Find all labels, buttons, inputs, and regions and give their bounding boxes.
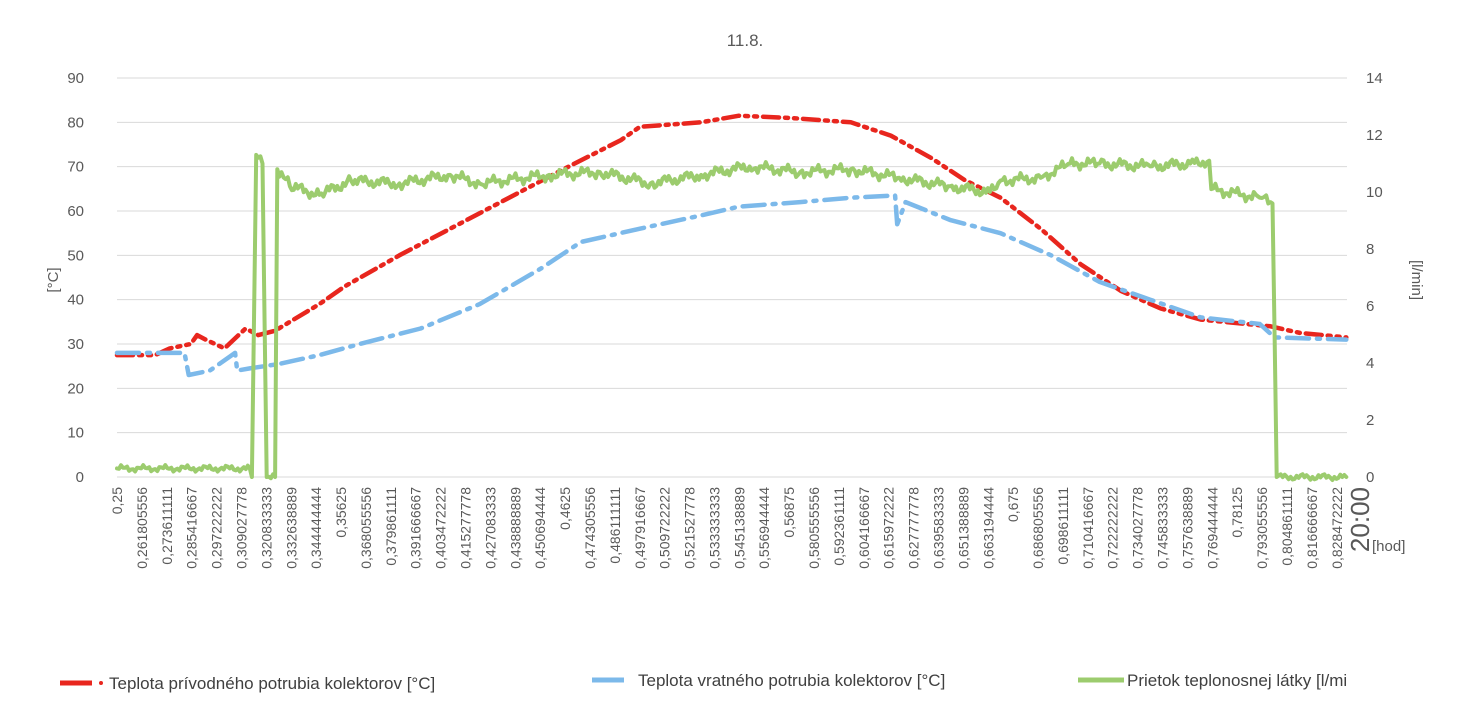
y-tick-label-left: 70: [67, 159, 84, 176]
y-tick-label-right: 12: [1366, 127, 1383, 144]
x-tick-label: 0,580555556: [806, 487, 822, 569]
x-tick-label: 0,332638889: [283, 487, 299, 569]
y-tick-label-left: 80: [67, 114, 84, 131]
x-tick-label: 0,391666667: [408, 487, 424, 569]
y-tick-label-left: 50: [67, 247, 84, 264]
legend-label-flow: Prietok teplonosnej látky [l/mi: [1127, 671, 1347, 690]
legend-item-flow: Prietok teplonosnej látky [l/mi: [1078, 671, 1347, 690]
x-tick-label: 0,273611111: [159, 487, 175, 565]
x-tick-label: 0,379861111: [383, 487, 399, 566]
gridlines: [117, 77, 1347, 478]
x-tick-label: 0,78125: [1229, 487, 1245, 538]
y-tick-label-right: 0: [1366, 469, 1374, 486]
left-axis-ticks: 0 10 20 30 40 50 60 70 80 90: [67, 70, 84, 486]
y-tick-label-left: 0: [76, 469, 84, 486]
x-tick-label: 0,521527778: [682, 487, 698, 569]
x-tick-label: 0,804861111: [1279, 487, 1295, 566]
y-tick-label-right: 14: [1366, 70, 1383, 87]
y-tick-label-left: 20: [67, 380, 84, 397]
x-tick-label: 0,828472222: [1329, 487, 1345, 569]
x-tick-label: 0,545138889: [731, 487, 747, 569]
y-tick-label-left: 30: [67, 336, 84, 353]
x-tick-label: 0,25: [109, 487, 125, 514]
series-supply-temp: [114, 113, 1349, 358]
x-tick-label: 0,663194444: [980, 487, 996, 569]
series-return-temp: [114, 193, 1349, 378]
x-tick-label: 0,344444444: [308, 487, 324, 569]
x-axis-ticks: 0,25 0,261805556 0,273611111 0,285416667 0,2…: [109, 487, 1375, 569]
x-tick-label: 0,297222222: [209, 487, 225, 569]
x-tick-label: 0,533333333: [706, 487, 722, 569]
y-tick-label-right: 4: [1366, 355, 1374, 372]
x-tick-label: 0,4625: [557, 487, 573, 530]
x-tick-label: 0,604166667: [856, 487, 872, 569]
x-tick-label: 0,698611111: [1055, 487, 1071, 565]
x-tick-label: 0,438888889: [507, 487, 523, 569]
x-tick-label: 0,757638889: [1179, 487, 1195, 569]
series-flow: [115, 152, 1349, 482]
x-tick-label: 0,615972222: [881, 487, 897, 569]
x-tick-label: 0,497916667: [632, 487, 648, 569]
legend-item-return: Teplota vratného potrubia kolektorov [°C…: [592, 671, 945, 690]
x-tick-label: 0,734027778: [1130, 487, 1146, 569]
x-tick-label: 0,722222222: [1105, 487, 1121, 569]
x-tick-label: 0,427083333: [482, 487, 498, 569]
x-axis-label: [hod]: [1372, 538, 1405, 555]
x-tick-label: 0,651388889: [955, 487, 971, 569]
x-tick-label: 0,816666667: [1304, 487, 1320, 569]
x-tick-label: 0,509722222: [657, 487, 673, 569]
right-axis-label: [l/min]: [1408, 260, 1425, 300]
y-tick-label-right: 6: [1366, 298, 1374, 315]
x-tick-label: 0,450694444: [532, 487, 548, 569]
x-tick-label: 0,686805556: [1030, 487, 1046, 569]
legend-swatch-dot: [99, 681, 103, 685]
x-tick-label: 0,592361111: [831, 487, 847, 566]
x-tick-label: 0,710416667: [1080, 487, 1096, 569]
x-tick-label: 0,56875: [781, 487, 797, 538]
series-lines: [114, 113, 1349, 482]
legend: Teplota prívodného potrubia kolektorov […: [60, 671, 1347, 693]
left-axis-label: [°C]: [45, 267, 62, 292]
legend-label-supply: Teplota prívodného potrubia kolektorov […: [109, 674, 435, 693]
x-tick-label: 0,745833333: [1155, 487, 1171, 569]
y-tick-label-right: 2: [1366, 412, 1374, 429]
x-tick-label: 0,415277778: [458, 487, 474, 569]
x-tick-label: 0,285416667: [184, 487, 200, 569]
y-tick-label-right: 8: [1366, 241, 1374, 258]
y-tick-label-left: 10: [67, 425, 84, 442]
x-tick-label: 0,35625: [333, 487, 349, 538]
x-tick-label: 0,556944444: [756, 487, 772, 569]
legend-item-supply: Teplota prívodného potrubia kolektorov […: [60, 674, 435, 693]
y-tick-label-left: 60: [67, 203, 84, 220]
y-tick-label-left: 40: [67, 292, 84, 309]
x-tick-label: 0,675: [1005, 487, 1021, 522]
x-tick-label: 0,769444444: [1204, 487, 1220, 569]
y-tick-label-right: 10: [1366, 184, 1383, 201]
legend-label-return: Teplota vratného potrubia kolektorov [°C…: [638, 671, 945, 690]
x-tick-label: 0,403472222: [433, 487, 449, 569]
x-tick-label: 0,309027778: [233, 487, 249, 569]
x-tick-label-last: 20:00: [1345, 487, 1375, 552]
right-axis-ticks: 0 2 4 6 8 10 12 14: [1366, 70, 1383, 486]
x-tick-label: 0,320833333: [258, 487, 274, 569]
x-tick-label: 0,627777778: [906, 487, 922, 569]
chart-title: 11.8.: [727, 31, 764, 50]
y-tick-label-left: 90: [67, 70, 84, 87]
x-tick-label: 0,368055556: [358, 487, 374, 569]
x-tick-label: 0,474305556: [582, 487, 598, 569]
x-tick-label: 0,793055556: [1254, 487, 1270, 569]
x-tick-label: 0,639583333: [930, 487, 946, 569]
x-tick-label: 0,486111111: [607, 487, 623, 564]
x-tick-label: 0,261805556: [134, 487, 150, 569]
